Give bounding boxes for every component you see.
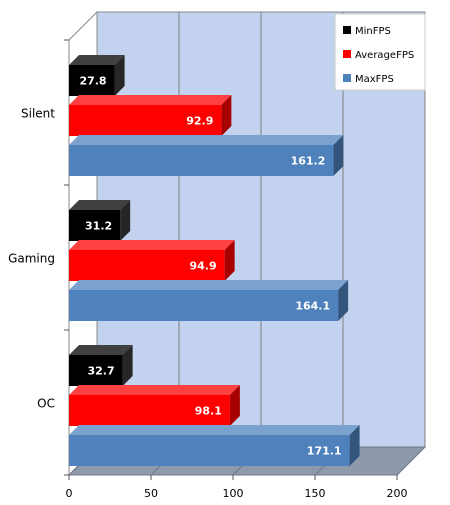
legend-swatch: [343, 26, 351, 34]
bar-side-face: [221, 95, 232, 136]
bar-top-face: [69, 95, 232, 105]
bar-top-face: [69, 280, 349, 290]
bar-value-label: 171.1: [307, 445, 342, 458]
legend: MinFPS AverageFPS MaxFPS: [334, 13, 426, 91]
category-label: OC: [37, 397, 55, 411]
bar-side-face: [338, 280, 349, 321]
bar-front-face: [69, 105, 222, 136]
category-label: Silent: [21, 107, 55, 121]
bar-top-face: [69, 345, 133, 355]
bar-side-face: [122, 345, 133, 386]
bar: 161.2: [69, 135, 344, 176]
x-tick-label: 150: [305, 487, 326, 500]
bar-value-label: 92.9: [186, 115, 213, 128]
bar-front-face: [69, 250, 225, 281]
bar: 164.1: [69, 280, 349, 321]
legend-swatch: [343, 50, 351, 58]
legend-label: MinFPS: [355, 26, 391, 37]
bar-side-face: [229, 385, 240, 426]
bar-value-label: 32.7: [87, 365, 114, 378]
bar-side-face: [120, 200, 131, 241]
bar: 92.9: [69, 95, 232, 136]
bar: 171.1: [69, 425, 360, 466]
bar-front-face: [69, 290, 339, 321]
bar-value-label: 161.2: [291, 155, 326, 168]
bar-top-face: [69, 200, 131, 210]
bar-front-face: [69, 145, 334, 176]
bar: 31.2: [69, 200, 131, 241]
bar: 94.9: [69, 240, 235, 281]
bar-top-face: [69, 55, 125, 65]
legend-label: AverageFPS: [355, 50, 414, 61]
bar-side-face: [114, 55, 125, 96]
bar-value-label: 98.1: [195, 405, 222, 418]
x-tick-label: 100: [223, 487, 244, 500]
category-labels: Silent Gaming OC: [8, 107, 55, 411]
bar: 27.8: [69, 55, 125, 96]
bar: 98.1: [69, 385, 240, 426]
bar: 32.7: [69, 345, 133, 386]
bar-front-face: [69, 435, 350, 466]
legend-label: MaxFPS: [355, 74, 394, 85]
category-label: Gaming: [8, 252, 55, 266]
bar-front-face: [69, 210, 121, 241]
bar-side-face: [224, 240, 235, 281]
bar-side-face: [349, 425, 360, 466]
bars: 27.8 92.9 161.2 31.2 94.9 164.1 32.7 98.1 171.1: [69, 55, 360, 466]
x-tick-label: 200: [387, 487, 408, 500]
bar-top-face: [69, 135, 344, 145]
bar-top-face: [69, 385, 240, 395]
bar-front-face: [69, 355, 123, 386]
x-tick-label: 50: [144, 487, 158, 500]
bar-value-label: 164.1: [295, 300, 330, 313]
bar-side-face: [333, 135, 344, 176]
bar-front-face: [69, 395, 230, 426]
bar-value-label: 27.8: [79, 75, 106, 88]
legend-swatch: [343, 74, 351, 82]
bar-top-face: [69, 240, 235, 250]
bar-value-label: 31.2: [85, 220, 112, 233]
x-tick-labels: 0 50 100 150 200: [66, 487, 408, 500]
bar-top-face: [69, 425, 360, 435]
bar-front-face: [69, 65, 115, 96]
x-tick-label: 0: [66, 487, 73, 500]
floor-grid-line: [396, 446, 426, 476]
bar-value-label: 94.9: [189, 260, 216, 273]
